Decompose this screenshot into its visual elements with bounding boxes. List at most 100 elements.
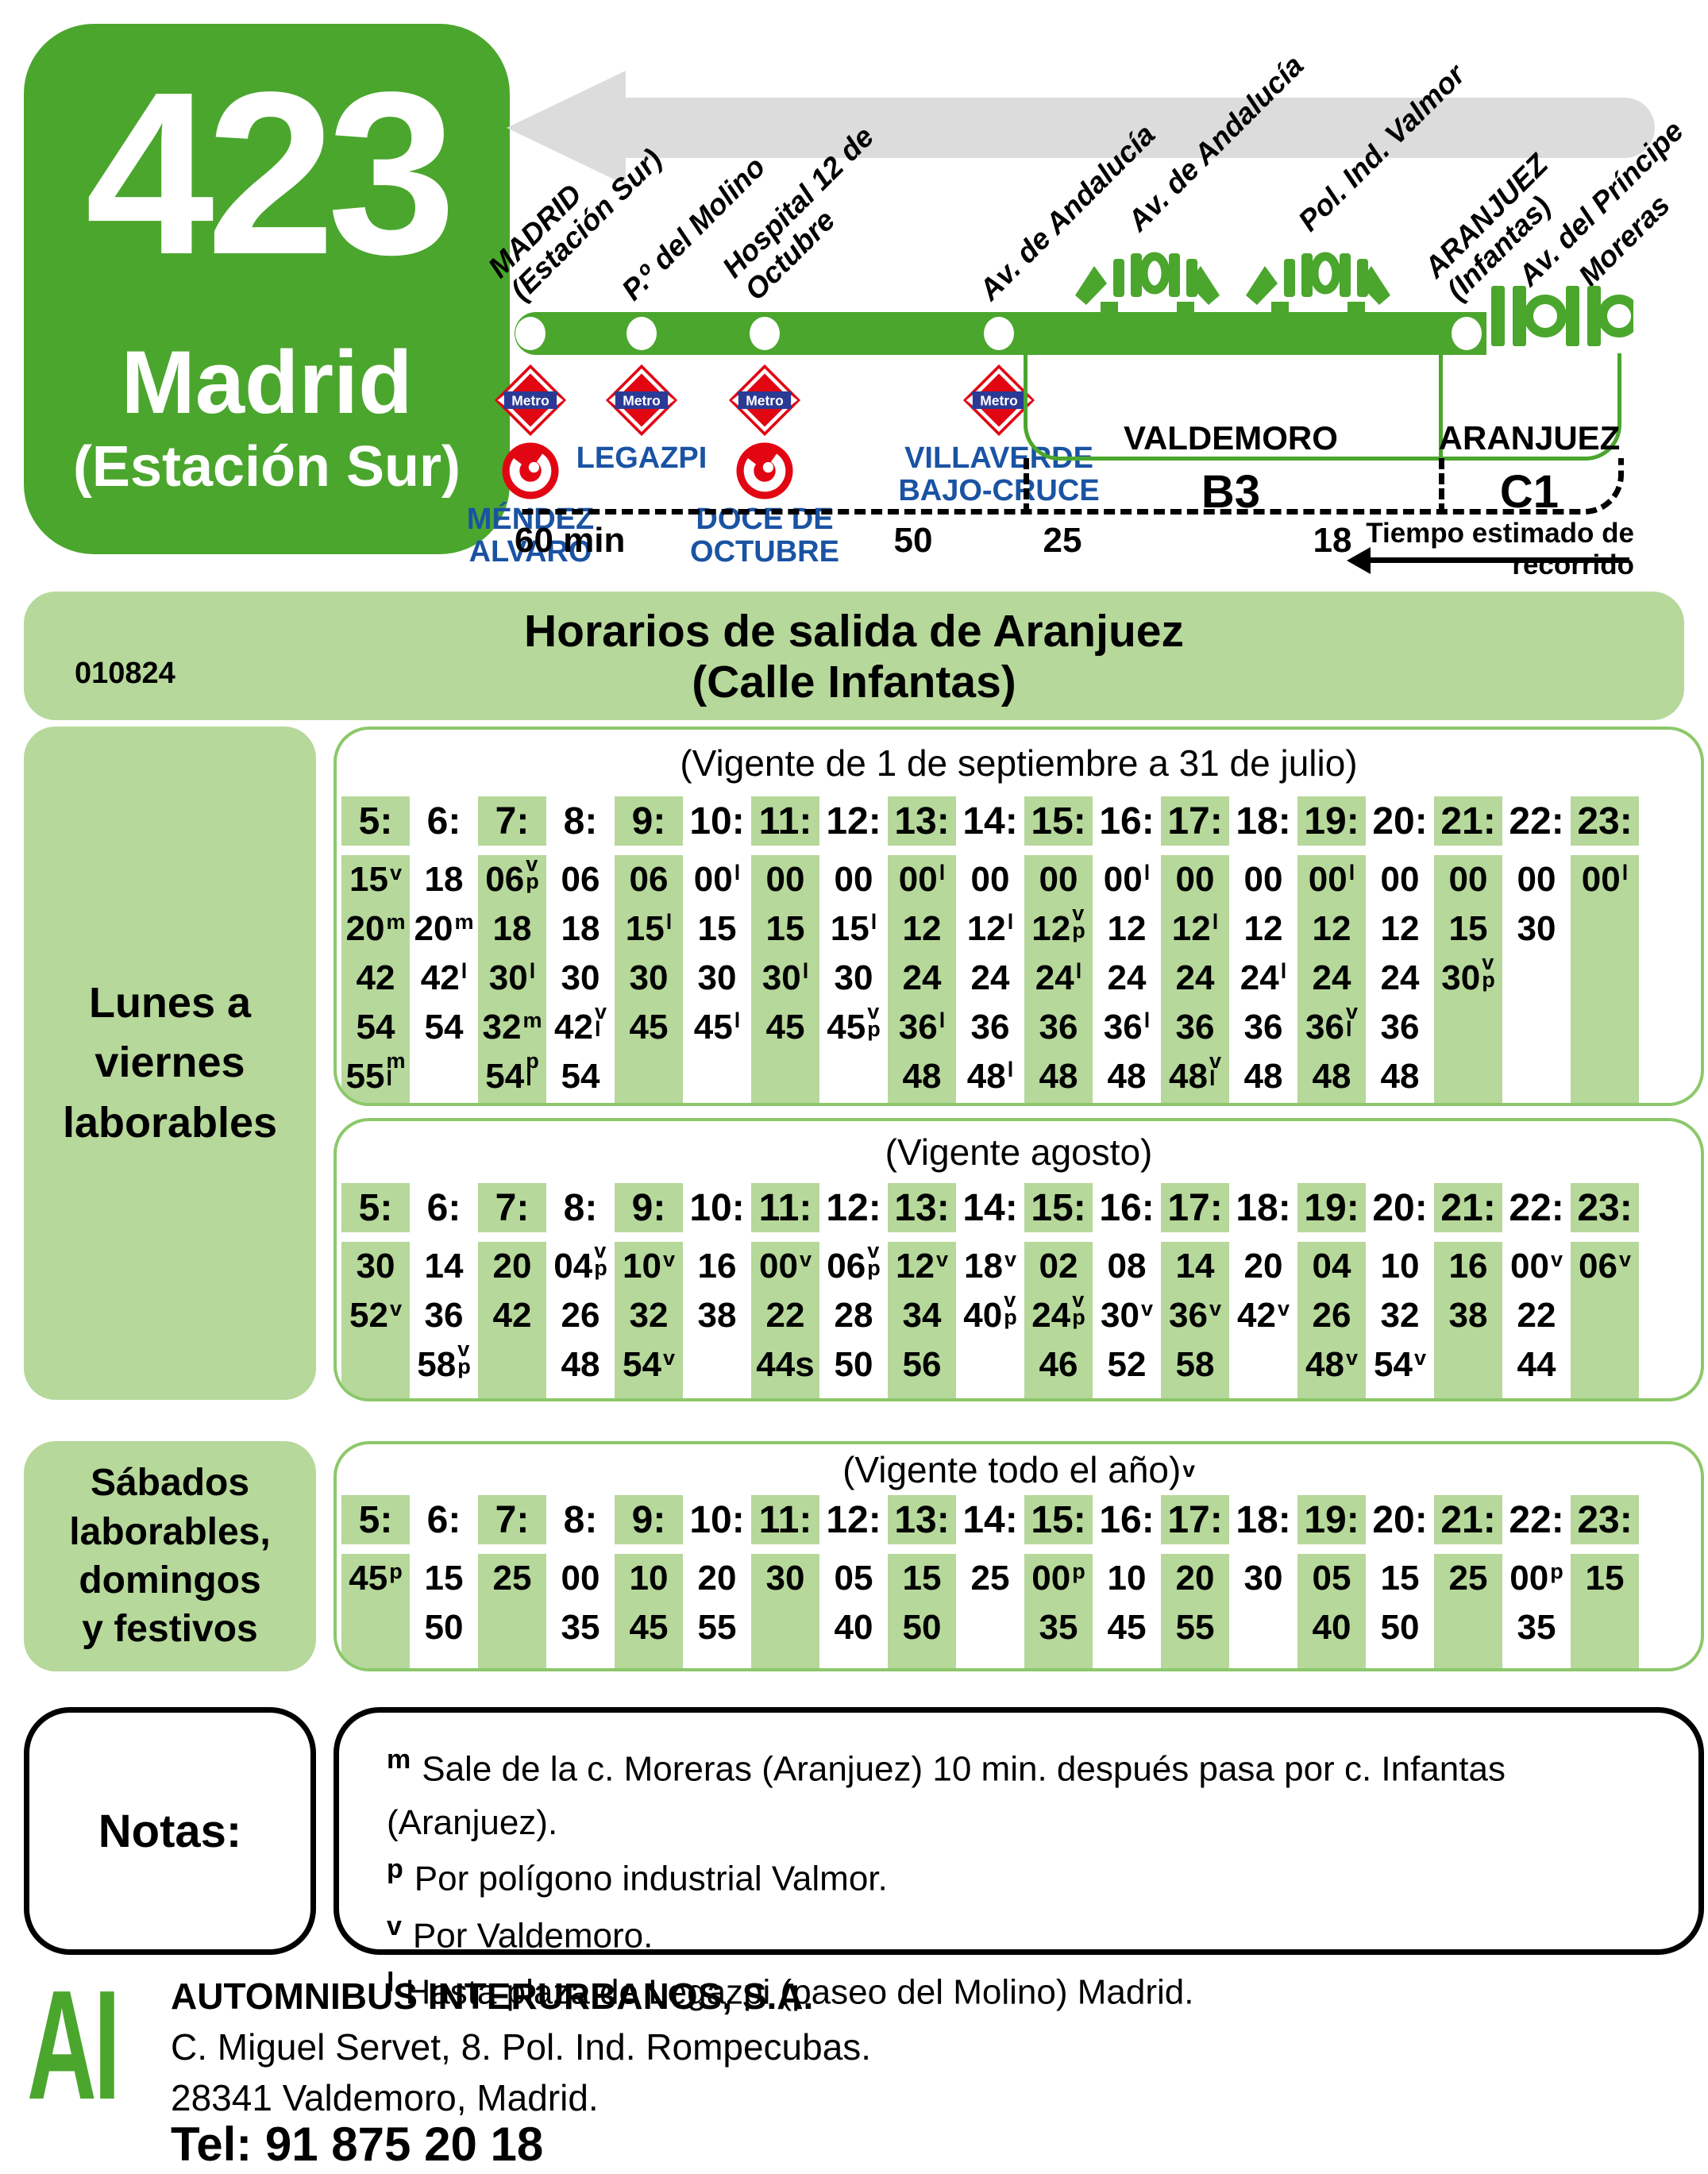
minute-cell: 24 xyxy=(970,958,1010,997)
table-caption: (Vigente todo el año) v xyxy=(842,1449,1195,1490)
minute-cell: 42 v l xyxy=(554,999,607,1047)
footer-address: C. Miguel Servet, 8. Pol. Ind. Rompecuba… xyxy=(171,2026,872,2068)
hour-header: 7: xyxy=(495,800,530,842)
minute-cell: 24 xyxy=(1380,958,1420,997)
svg-text:Metro: Metro xyxy=(980,392,1018,408)
minute-cell: 12 v p xyxy=(1031,900,1085,948)
minute-cell: 35 xyxy=(1039,1608,1078,1647)
hour-header: 19: xyxy=(1304,1498,1359,1541)
hour-column: 13: 12 v 34 56 xyxy=(888,1183,956,1398)
minute-cell: 45 v p xyxy=(827,999,881,1047)
minute-cell: 35 xyxy=(561,1608,600,1647)
timetable-all-year: (Vigente todo el año) v 5: 45 p 6: 15 50 7: 25 8: 0… xyxy=(334,1441,1704,1671)
day-label-weekdays: Lunes a viernes laborables xyxy=(24,727,316,1400)
minute-cell: 46 xyxy=(1039,1345,1078,1384)
minute-cell: 36 xyxy=(1380,1008,1420,1047)
hour-separator xyxy=(1502,1232,1571,1242)
hour-column: 17: 20 55 xyxy=(1161,1495,1229,1668)
svg-text:Metro: Metro xyxy=(623,392,661,408)
minute-cell: 10 v xyxy=(623,1247,675,1286)
hour-header: 15: xyxy=(1031,1186,1086,1229)
note-item: p Por polígono industrial Valmor. xyxy=(387,1849,1683,1906)
hour-separator xyxy=(956,1544,1024,1554)
hour-separator xyxy=(1229,846,1297,855)
direction-arrow-icon xyxy=(624,98,1655,158)
filler-column xyxy=(1639,1495,1701,1668)
hour-separator xyxy=(888,1544,956,1554)
hour-separator xyxy=(1434,1544,1502,1554)
minute-cell: 24 xyxy=(1107,958,1147,997)
minute-cell xyxy=(751,1052,819,1101)
hour-column: 17: 00 12 l 24 36 48 v l xyxy=(1161,796,1229,1103)
hour-column: 10: 16 38 xyxy=(683,1183,751,1398)
hour-separator xyxy=(1434,1232,1502,1242)
minute-cell: 54 xyxy=(561,1057,600,1096)
fare-zone-label: C1 xyxy=(1499,466,1560,518)
hour-column: 22: 00 p 35 xyxy=(1502,1495,1571,1668)
minute-cell: 05 xyxy=(834,1559,873,1598)
minute-cell: 18 v xyxy=(964,1247,1016,1286)
note-mark: v xyxy=(662,1345,675,1370)
hour-header: 14: xyxy=(962,1186,1018,1229)
hour-column: 21: 00 15 30 v p xyxy=(1434,796,1502,1103)
minute-cell: 20 m xyxy=(414,909,474,948)
note-mark: v xyxy=(1345,1345,1358,1370)
minute-cell: 30 v xyxy=(1101,1296,1153,1335)
minute-cell: 54 xyxy=(424,1008,464,1047)
hour-separator xyxy=(683,1232,751,1242)
minute-cell: 20 m xyxy=(345,909,406,948)
minute-cell: 36 xyxy=(424,1296,464,1335)
hour-header: 14: xyxy=(962,800,1018,842)
hour-separator xyxy=(341,1544,410,1554)
hour-header: 23: xyxy=(1577,800,1633,842)
minute-cell: 48 v xyxy=(1305,1345,1358,1384)
minute-cell: 58 xyxy=(1175,1345,1215,1384)
minute-cell: 36 v l xyxy=(1305,999,1358,1047)
minute-cell: 55 m l xyxy=(345,1048,406,1096)
minute-cell xyxy=(956,1340,1024,1390)
minute-cell: 00 l xyxy=(1581,860,1629,899)
minute-cell: 30 xyxy=(834,958,873,997)
minute-cell xyxy=(1571,954,1639,1003)
minute-cell: 26 xyxy=(561,1296,600,1335)
minute-cell: 40 v p xyxy=(963,1287,1017,1335)
minute-cell: 35 xyxy=(1517,1608,1556,1647)
hour-separator xyxy=(1571,846,1639,855)
minute-cell: 14 xyxy=(1175,1247,1215,1286)
footer-phone: Tel: 91 875 20 18 xyxy=(171,2118,544,2171)
note-mark: v xyxy=(1277,1296,1290,1320)
minute-cell: 48 xyxy=(902,1057,942,1096)
hour-separator xyxy=(1366,1232,1434,1242)
timetable-september-july: (Vigente de 1 de septiembre a 31 de juli… xyxy=(334,727,1704,1106)
hour-separator xyxy=(410,1544,478,1554)
minute-cell: 36 xyxy=(1175,1008,1215,1047)
hour-header: 7: xyxy=(495,1498,530,1541)
hour-separator xyxy=(1161,1232,1229,1242)
hour-separator xyxy=(819,1544,888,1554)
hour-separator xyxy=(478,1544,546,1554)
note-mark: v xyxy=(662,1247,675,1271)
minute-cell xyxy=(1502,1052,1571,1101)
minute-cell: 00 v xyxy=(759,1247,812,1286)
minute-cell: 45 xyxy=(765,1008,805,1047)
note-text: Sale de la c. Moreras (Aranjuez) 10 min.… xyxy=(387,1749,1506,1842)
hour-separator xyxy=(478,1232,546,1242)
direction-arrow-head-icon xyxy=(507,71,626,185)
minute-cell: 06 v p xyxy=(827,1238,881,1286)
hour-column: 23: 00 l xyxy=(1571,796,1639,1103)
hour-column: 15: 00 p 35 xyxy=(1024,1495,1093,1668)
hour-separator xyxy=(819,846,888,855)
minute-cell: 48 l xyxy=(966,1057,1014,1096)
hour-header: 14: xyxy=(962,1498,1018,1541)
metro-station-label: VILLAVERDE BAJO-CRUCE xyxy=(898,441,1100,508)
hour-separator xyxy=(956,1232,1024,1242)
hour-header: 19: xyxy=(1304,1186,1359,1229)
hour-header: 8: xyxy=(563,1498,598,1541)
line-card: 423 Madrid (Estación Sur) xyxy=(24,24,510,554)
table-caption: (Vigente agosto) xyxy=(885,1131,1153,1173)
note-text: Por Valdemoro. xyxy=(412,1916,654,1956)
